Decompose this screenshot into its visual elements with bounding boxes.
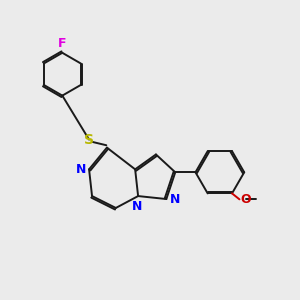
Text: S: S: [84, 133, 94, 147]
Text: N: N: [170, 193, 180, 206]
Text: F: F: [58, 37, 67, 50]
Text: N: N: [76, 163, 86, 176]
Text: N: N: [131, 200, 142, 213]
Text: O: O: [241, 194, 251, 206]
